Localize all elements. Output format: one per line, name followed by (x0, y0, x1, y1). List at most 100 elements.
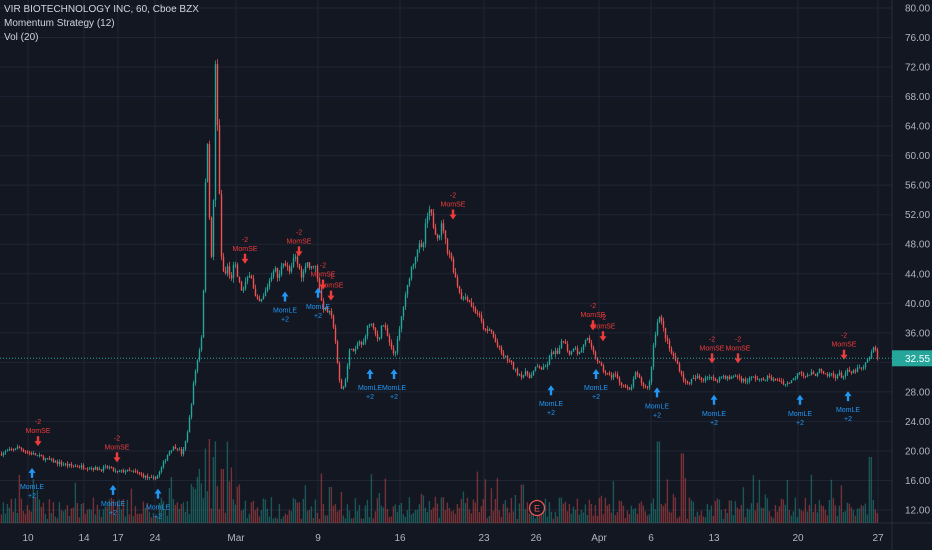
candle-body (274, 268, 277, 272)
candle-body (726, 376, 729, 379)
candle-body (478, 314, 481, 316)
volume-bar (176, 502, 179, 523)
volume-bar (870, 457, 873, 523)
volume-bar (212, 457, 215, 523)
volume-bar (122, 499, 125, 523)
volume-bar (836, 516, 839, 523)
volume-bar (572, 506, 575, 523)
volume-bar (658, 441, 661, 523)
symbol-title[interactable]: VIR BIOTECHNOLOGY INC, 60, Cboe BZX (4, 4, 199, 15)
candle-body (348, 349, 351, 366)
candle-body (452, 258, 455, 273)
candle-body (96, 466, 99, 471)
candle-body (758, 379, 761, 380)
volume-bar (198, 468, 201, 523)
y-tick-label: 16.00 (905, 476, 930, 487)
candle-body (828, 373, 831, 377)
candle-body (250, 275, 253, 279)
volume-bar (436, 503, 439, 523)
arrow-up-icon (710, 394, 718, 405)
candle-body (578, 352, 581, 354)
volume-bar (680, 453, 683, 523)
candle-body (160, 467, 163, 472)
candle-body (746, 381, 749, 383)
volume-bar (250, 502, 253, 523)
candle-body (104, 466, 107, 468)
exit-signal: MomSE -2 (233, 237, 258, 264)
volume-bar (54, 516, 57, 523)
candle-body (510, 360, 513, 363)
y-tick-label: 68.00 (905, 92, 930, 103)
candle-body (168, 451, 171, 456)
y-tick-label: 44.00 (905, 269, 930, 280)
candle-body (178, 449, 181, 451)
arrow-down-icon (589, 320, 597, 331)
price-axis[interactable]: 80.00 76.00 72.00 68.00 64.00 60.00 56.00 52.00… (891, 0, 930, 550)
candle-body (724, 375, 727, 379)
volume-bar (284, 513, 287, 523)
signal-label: MomLE (836, 407, 860, 414)
chart-legend: VIR BIOTECHNOLOGY INC, 60, Cboe BZX Mome… (4, 3, 199, 45)
volume-bar (128, 514, 131, 523)
volume-bars (0, 439, 879, 523)
candle-body (184, 441, 187, 450)
indicator-momentum[interactable]: Momentum Strategy (12) (4, 18, 115, 29)
volume-bar (838, 505, 841, 523)
earnings-event-marker[interactable]: E (528, 499, 546, 517)
volume-bar (338, 510, 341, 523)
candle-body (234, 264, 237, 266)
candle-body (812, 372, 815, 374)
volume-bar (804, 497, 807, 523)
candle-body (248, 275, 251, 278)
candle-body (418, 243, 421, 250)
candle-body (16, 446, 19, 450)
candle-body (552, 352, 555, 355)
candle-body (306, 262, 309, 267)
x-tick-label: 6 (648, 533, 654, 544)
candle-body (384, 325, 387, 328)
candle-body (276, 268, 279, 278)
candle-body (252, 278, 255, 289)
volume-bar (768, 511, 771, 523)
volume-bar (560, 497, 563, 523)
volume-bar (380, 505, 383, 523)
volume-bar (138, 513, 141, 523)
candle-body (286, 265, 289, 267)
signal-label: MomLE (584, 385, 608, 392)
candle-body (158, 471, 161, 476)
volume-bar (478, 511, 481, 523)
long-entry-signal: MomLE +2 (702, 394, 726, 427)
volume-bar (44, 513, 47, 523)
volume-bar (752, 475, 755, 523)
indicator-volume[interactable]: Vol (20) (4, 32, 39, 43)
long-entry-signal: MomLE +2 (645, 387, 669, 419)
volume-bar (104, 506, 107, 523)
candle-body (632, 378, 635, 387)
candle-body (226, 266, 229, 274)
volume-bar (68, 516, 71, 523)
candle-body (822, 370, 825, 374)
exit-signal: MomSE -2 (832, 333, 857, 360)
volume-bar (422, 495, 425, 523)
time-axis[interactable]: 10 14 17 24 Mar 9 16 23 26 Apr 6 13 20 27 (22, 533, 884, 544)
candle-body (630, 386, 633, 390)
candle-body (390, 342, 393, 348)
candle-body (492, 331, 495, 338)
candle-body (826, 374, 829, 377)
candle-body (856, 367, 859, 372)
candle-body (488, 329, 491, 331)
candle-body (504, 355, 507, 357)
candle-body (512, 362, 515, 370)
volume-bar (418, 504, 421, 523)
volume-bar (846, 502, 849, 523)
candle-body (484, 328, 487, 330)
volume-bar (402, 514, 405, 523)
candle-body (284, 263, 287, 266)
candle-body (862, 367, 865, 369)
signal-qty: +2 (28, 493, 36, 500)
candle-body (100, 469, 103, 471)
candle-body (870, 352, 873, 358)
volume-bar (516, 518, 519, 523)
candle-body (564, 341, 567, 344)
